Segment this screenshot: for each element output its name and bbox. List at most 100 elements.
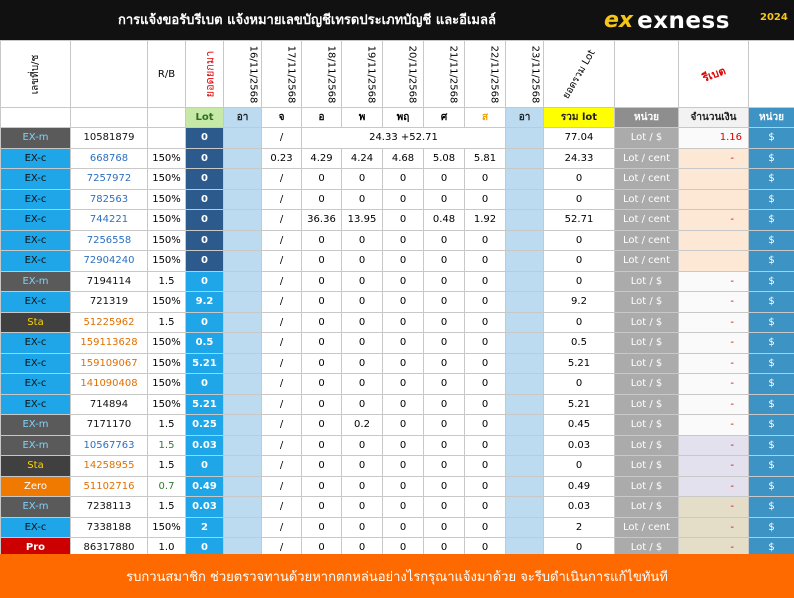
table-row: EX-m 10567763 1.5 0.03/0 0 0 0 0 0.03 Lot / $ - $: [0, 434, 794, 456]
day-cell: [505, 127, 544, 149]
day-cell: [223, 332, 262, 354]
total-cell: 0: [543, 373, 615, 395]
day-cell: [223, 393, 262, 415]
blank-cell: [147, 107, 186, 128]
unit2-cell: $: [748, 250, 794, 272]
unit2-cell: $: [748, 311, 794, 333]
rb-cell: 150%: [147, 352, 186, 374]
total-cell: 0: [543, 188, 615, 210]
day-cell: /: [261, 496, 302, 518]
unit-cell: Lot / $: [614, 332, 679, 354]
account-number-cell: 7257972: [70, 168, 148, 190]
day-cell: [223, 475, 262, 497]
unit-cell: Lot / cent: [614, 168, 679, 190]
account-type-cell: EX-c: [0, 188, 71, 210]
day-cell: 0: [382, 270, 424, 292]
rebate-table: เลขที่บ/ช R/B ยอดยกมา 16/11/2568 17/11/2…: [0, 40, 794, 559]
rb-cell: 1.5: [147, 414, 186, 436]
day-cell: /: [261, 311, 302, 333]
day-cell: 0: [341, 373, 383, 395]
day-cell: 0: [382, 475, 424, 497]
balance-cell: 0: [185, 209, 224, 231]
day-cell: 0: [301, 229, 342, 251]
balance-cell: 0: [185, 311, 224, 333]
amount-cell: -: [678, 352, 749, 374]
unit2-cell: $: [748, 475, 794, 497]
account-type-cell: Sta: [0, 455, 71, 477]
rb-cell: 150%: [147, 332, 186, 354]
total-cell: 2: [543, 516, 615, 538]
account-number-cell: 159109067: [70, 352, 148, 374]
header-row-bottom: Lot อา จ อ พ พฤ ศ ส อา รวม lot หน่วย จำน…: [0, 107, 794, 128]
day-cell: 0: [382, 455, 424, 477]
day-cell: 0: [382, 291, 424, 313]
blank-col-header: [70, 40, 148, 108]
total-cell: 5.21: [543, 393, 615, 415]
day-cell: [505, 455, 544, 477]
account-type-cell: Sta: [0, 311, 71, 333]
rb-cell: 150%: [147, 250, 186, 272]
unit2-cell: $: [748, 352, 794, 374]
day-cell: [505, 229, 544, 251]
unit2-cell: $: [748, 188, 794, 210]
day-cell: 0: [301, 250, 342, 272]
amount-cell: -: [678, 455, 749, 477]
balance-cell: 2: [185, 516, 224, 538]
table-row: EX-c 714894 150% 5.21/0 0 0 0 0 5.21 Lot / $ - $: [0, 393, 794, 415]
day-cell: 0: [382, 188, 424, 210]
table-row: EX-c 72904240 150% 0/0 0 0 0 0 0 Lot / cent $: [0, 250, 794, 272]
table-row: EX-m 7194114 1.5 0/0 0 0 0 0 0 Lot / $ - $: [0, 270, 794, 292]
day-cell: [223, 373, 262, 395]
day-cell: [505, 496, 544, 518]
day-cell: 0: [423, 373, 465, 395]
day-cell: 0: [464, 168, 506, 190]
amount-cell: -: [678, 434, 749, 456]
account-type-cell: EX-c: [0, 147, 71, 169]
day-cell: [223, 147, 262, 169]
unit2-cell: $: [748, 496, 794, 518]
day-cell: 0: [423, 434, 465, 456]
balance-cell: 0: [185, 127, 224, 149]
date-col-header: 16/11/2568: [223, 40, 262, 108]
day-cell: 0: [423, 250, 465, 272]
amount-cell: -: [678, 496, 749, 518]
total-cell: 5.21: [543, 352, 615, 374]
amount-cell: -: [678, 537, 749, 559]
account-number-cell: 721319: [70, 291, 148, 313]
day-cell: 0: [301, 270, 342, 292]
amount-cell: [678, 250, 749, 272]
day-cell: [505, 373, 544, 395]
total-cell: 0.03: [543, 434, 615, 456]
amount-cell: [678, 229, 749, 251]
day-cell: 0: [423, 168, 465, 190]
unit2-cell: $: [748, 414, 794, 436]
day-cell: 0: [382, 250, 424, 272]
day-cell: 0: [464, 434, 506, 456]
day-cell: 0: [382, 311, 424, 333]
table-row: Zero 51102716 0.7 0.49/0 0 0 0 0 0.49 Lot / $ - $: [0, 475, 794, 497]
date-col-header: 23/11/2568: [505, 40, 544, 108]
blank-cell: [70, 107, 148, 128]
rb-cell: 0.7: [147, 475, 186, 497]
day-cell: /: [261, 352, 302, 374]
account-number-cell: 7171170: [70, 414, 148, 436]
day-cell: 0: [382, 434, 424, 456]
total-cell: 0: [543, 311, 615, 333]
unit2-cell: $: [748, 393, 794, 415]
table-row: EX-c 782563 150% 0/0 0 0 0 0 0 Lot / cent $: [0, 188, 794, 210]
day-header: ศ: [423, 107, 465, 128]
table-row: EX-c 7256558 150% 0/0 0 0 0 0 0 Lot / cent $: [0, 229, 794, 251]
day-cell: 0: [301, 168, 342, 190]
day-cell: [223, 127, 262, 149]
day-cell: 0: [382, 332, 424, 354]
account-number-cell: 51225962: [70, 311, 148, 333]
day-cell: 0: [341, 332, 383, 354]
account-type-cell: EX-m: [0, 127, 71, 149]
unit2-cell: $: [748, 168, 794, 190]
day-cell: 0: [382, 516, 424, 538]
account-number-cell: 159113628: [70, 332, 148, 354]
amount-cell: -: [678, 270, 749, 292]
account-type-cell: Pro: [0, 537, 71, 559]
day-cell: /: [261, 373, 302, 395]
day-cell: 0: [423, 229, 465, 251]
